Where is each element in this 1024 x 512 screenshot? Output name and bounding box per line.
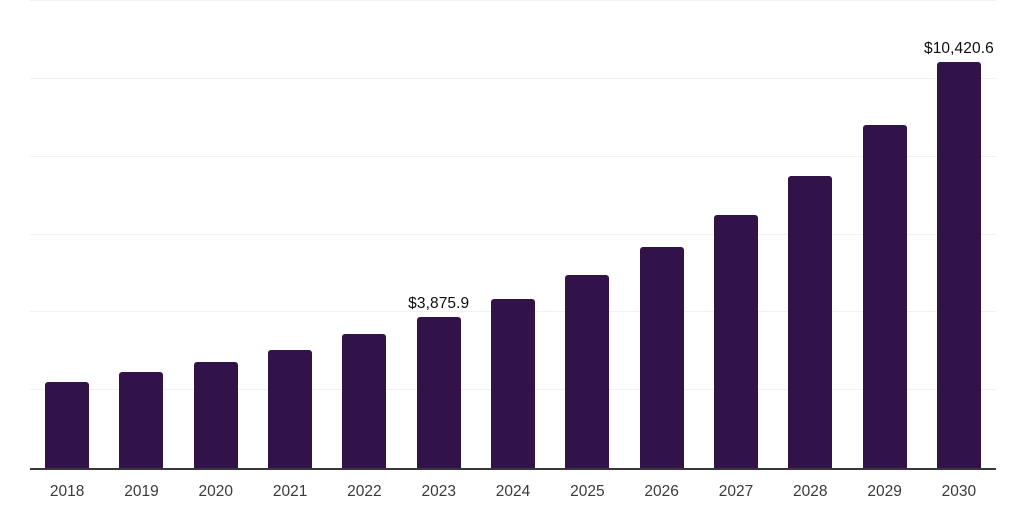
bar-group-2027 (699, 1, 773, 468)
x-tick-2029: 2029 (867, 483, 902, 500)
plot-area: $3,875.9 $10,420.6 (30, 0, 996, 470)
bar-group-2020 (179, 1, 253, 468)
bars-container: $3,875.9 $10,420.6 (30, 1, 996, 468)
x-axis-ticks: 2018 2019 2020 2021 2022 2023 2024 2025 … (30, 483, 996, 501)
bar-group-2029 (847, 1, 921, 468)
bar-2022 (342, 333, 387, 468)
bar-2019 (119, 372, 164, 468)
x-tick-2021: 2021 (272, 483, 308, 500)
bar-group-2025 (550, 1, 624, 468)
bar-group-2018 (30, 1, 104, 468)
x-tick-2030: 2030 (941, 483, 977, 500)
bar-2025 (565, 275, 610, 468)
bar-2026 (639, 247, 684, 468)
x-tick-2022: 2022 (347, 483, 382, 500)
bar-group-2022 (327, 1, 401, 468)
bar-2023 (416, 317, 461, 468)
gridline-8000 (30, 155, 996, 157)
bar-group-2030: $10,420.6 (922, 1, 996, 468)
x-tick-2019: 2019 (124, 483, 159, 500)
x-tick-2023: 2023 (421, 483, 456, 500)
bar-value-label: $10,420.6 (923, 40, 994, 58)
bar-group-2019 (104, 1, 178, 468)
x-tick-2020: 2020 (198, 483, 234, 500)
x-tick-2024: 2024 (495, 483, 531, 500)
gridline-10000 (30, 77, 996, 79)
bar-2021 (268, 350, 313, 468)
bar-2027 (713, 214, 758, 468)
x-tick-2027: 2027 (718, 483, 754, 500)
bar-group-2024 (476, 1, 550, 468)
x-tick-2025: 2025 (570, 483, 605, 500)
x-tick-2018: 2018 (49, 483, 85, 500)
bar-2024 (491, 298, 536, 468)
gridline-6000 (30, 233, 996, 235)
bar-group-2028 (773, 1, 847, 468)
x-tick-2026: 2026 (644, 483, 679, 500)
bar-2018 (45, 382, 90, 468)
bar-group-2023: $3,875.9 (402, 1, 476, 468)
x-tick-2028: 2028 (793, 483, 828, 500)
bar-group-2026 (625, 1, 699, 468)
gridline-12000 (30, 0, 996, 1)
bar-group-2021 (253, 1, 327, 468)
bar-2029 (862, 125, 907, 468)
bar-2020 (193, 362, 238, 468)
bar-value-label: $3,875.9 (408, 295, 470, 313)
bar-2028 (788, 175, 833, 468)
bar-2030 (936, 62, 981, 468)
